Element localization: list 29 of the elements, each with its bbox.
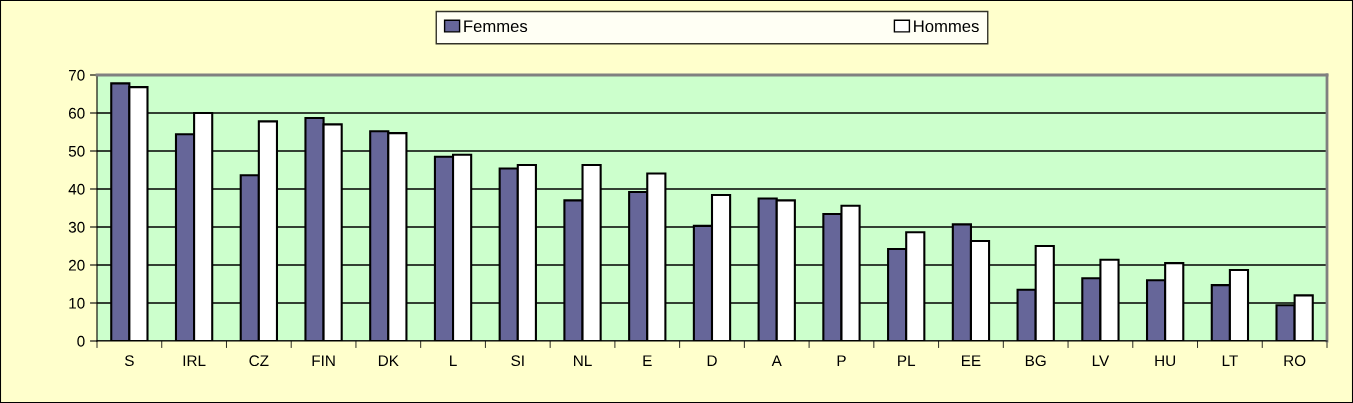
y-tick-label: 50 (68, 145, 85, 157)
y-tick-label: 70 (68, 69, 85, 81)
x-tick-label: FIN (312, 355, 335, 366)
x-tick-label: L (450, 355, 457, 366)
y-tick-label: 10 (69, 297, 85, 309)
legend-label: Hommes (914, 20, 979, 33)
x-tick-label: LV (1092, 355, 1110, 366)
x-tick-label: D (707, 355, 717, 366)
x-tick-label: IRL (183, 355, 206, 366)
x-tick-label: E (643, 355, 652, 366)
y-tick-label: 30 (68, 221, 85, 233)
x-tick-label: SI (511, 355, 524, 367)
x-tick-label: HU (1155, 355, 1176, 367)
x-tick-label: DK (378, 355, 399, 366)
y-tick-label: 20 (68, 259, 85, 271)
x-tick-label: BG (1025, 355, 1046, 367)
x-tick-label: LT (1222, 355, 1238, 366)
x-tick-label: P (837, 355, 846, 366)
y-tick-label: 0 (77, 335, 85, 347)
x-tick-label: CZ (249, 355, 269, 367)
x-tick-label: A (771, 355, 782, 366)
x-tick-label: PL (898, 355, 916, 366)
x-tick-label: RO (1284, 355, 1306, 367)
legend-label: Femmes (464, 20, 528, 33)
x-tick-label: NL (574, 355, 592, 366)
x-tick-label: EE (962, 355, 981, 366)
x-tick-label: S (124, 355, 134, 367)
y-tick-label: 60 (68, 107, 85, 119)
y-tick-label: 40 (68, 183, 85, 195)
